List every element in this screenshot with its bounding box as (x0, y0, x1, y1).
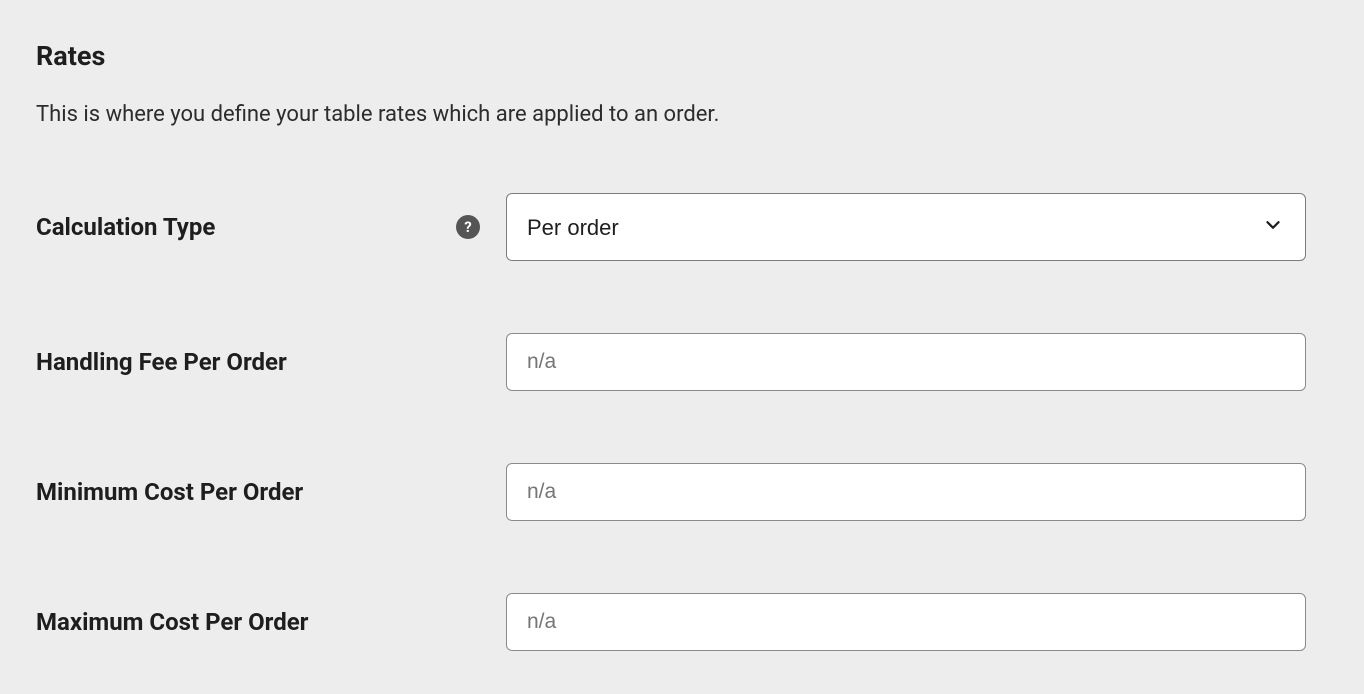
maximum-cost-control (506, 593, 1306, 651)
calculation-type-label: Calculation Type (36, 213, 215, 241)
handling-fee-control (506, 333, 1306, 391)
calculation-type-row: Calculation Type ? Per order (36, 193, 1328, 261)
minimum-cost-label: Minimum Cost Per Order (36, 478, 303, 506)
maximum-cost-label-wrap: Maximum Cost Per Order (36, 608, 506, 636)
minimum-cost-control (506, 463, 1306, 521)
section-title: Rates (36, 40, 1328, 72)
maximum-cost-input[interactable] (506, 593, 1306, 651)
help-icon[interactable]: ? (456, 215, 480, 239)
handling-fee-label-wrap: Handling Fee Per Order (36, 348, 506, 376)
handling-fee-label: Handling Fee Per Order (36, 348, 287, 376)
calculation-type-select[interactable]: Per order (506, 193, 1306, 261)
section-description: This is where you define your table rate… (36, 102, 1328, 127)
handling-fee-row: Handling Fee Per Order (36, 333, 1328, 391)
maximum-cost-label: Maximum Cost Per Order (36, 608, 308, 636)
handling-fee-input[interactable] (506, 333, 1306, 391)
minimum-cost-input[interactable] (506, 463, 1306, 521)
calculation-type-control: Per order (506, 193, 1306, 261)
calculation-type-label-wrap: Calculation Type ? (36, 213, 506, 241)
maximum-cost-row: Maximum Cost Per Order (36, 593, 1328, 651)
minimum-cost-label-wrap: Minimum Cost Per Order (36, 478, 506, 506)
calculation-type-select-wrap: Per order (506, 193, 1306, 261)
minimum-cost-row: Minimum Cost Per Order (36, 463, 1328, 521)
